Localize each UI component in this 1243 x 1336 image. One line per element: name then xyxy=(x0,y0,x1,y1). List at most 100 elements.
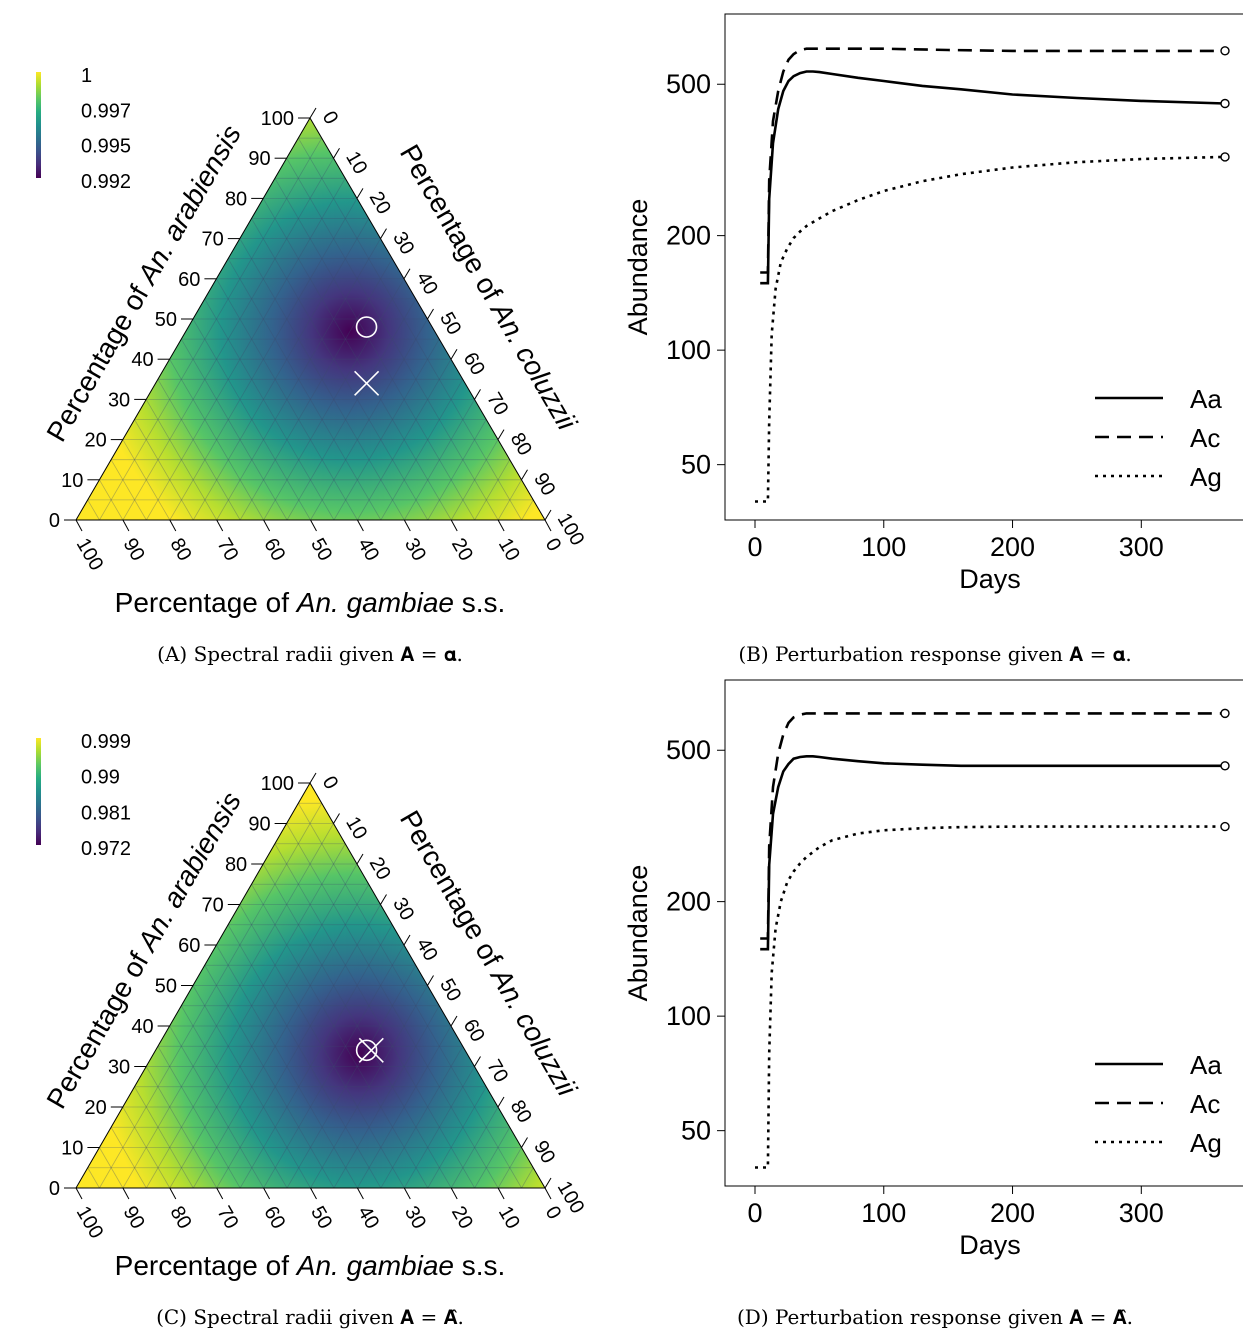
bottom-tick-mark xyxy=(497,1187,505,1200)
colorbar-label: 0.995 xyxy=(81,136,131,158)
grid-line xyxy=(380,379,464,521)
series-end-marker xyxy=(1220,98,1230,109)
x-tick-label: 200 xyxy=(990,532,1035,562)
panel-letter: (B) xyxy=(738,642,768,666)
bottom-axis-title: Percentage of An. gambiae s.s. xyxy=(115,587,506,618)
left-tick-label: 90 xyxy=(248,148,270,170)
bottom-tick-label: 90 xyxy=(119,1203,149,1233)
grid-line xyxy=(216,278,358,521)
left-tick-label: 20 xyxy=(85,430,107,452)
colorbar-label: 0.972 xyxy=(81,838,131,860)
x-tick-label: 300 xyxy=(1119,1198,1164,1228)
y-tick-label: 200 xyxy=(666,221,711,251)
x-axis-title: Days xyxy=(959,1230,1021,1260)
caption-text: Perturbation response given 𝐀 = 𝐀̂. xyxy=(775,1305,1133,1329)
panel-caption: (D) Perturbation response given 𝐀 = 𝐀̂. xyxy=(737,1305,1133,1329)
right-tick-label: 70 xyxy=(482,389,512,419)
series-end-marker xyxy=(1220,708,1230,719)
left-tick-label: 60 xyxy=(178,935,200,957)
bottom-tick-mark xyxy=(403,519,411,532)
bottom-tick-label: 70 xyxy=(212,1203,242,1233)
right-tick-mark xyxy=(356,853,364,865)
bottom-axis-title: Percentage of An. gambiae s.s. xyxy=(115,1250,506,1281)
grid-line xyxy=(99,137,323,521)
bottom-tick-label: 0 xyxy=(541,1203,566,1224)
x-tick-label: 200 xyxy=(990,1198,1035,1228)
colorbar-label: 0.992 xyxy=(81,171,131,193)
right-axis-title-prefix: Percentage of xyxy=(394,805,512,978)
right-tick-label: 0 xyxy=(318,773,343,794)
bottom-tick-label: 10 xyxy=(494,535,524,565)
grid-line xyxy=(239,904,405,1189)
grid-line xyxy=(286,157,499,521)
left-tick-label: 0 xyxy=(49,1178,60,1200)
grid-line xyxy=(122,157,334,521)
grid-line xyxy=(286,298,417,521)
right-tick-label: 90 xyxy=(529,1137,559,1167)
colorbar-label: 0.981 xyxy=(81,802,131,824)
bottom-tick-mark xyxy=(122,519,130,532)
right-tick-label: 90 xyxy=(529,469,559,499)
ternary-grid xyxy=(87,137,534,521)
ternary-surface xyxy=(76,783,545,1188)
grid-line xyxy=(286,965,417,1189)
bottom-axis-title-prefix: Percentage of xyxy=(115,587,297,618)
marker-circle xyxy=(355,1039,378,1062)
right-tick-label: 20 xyxy=(365,854,395,884)
series-line-Aa xyxy=(760,70,1226,285)
grid-line xyxy=(146,843,346,1189)
right-tick-label: 10 xyxy=(341,148,371,178)
series-line-Aa xyxy=(760,755,1225,951)
bottom-tick-label: 80 xyxy=(165,1203,195,1233)
bottom-axis-title-species: An. gambiae xyxy=(295,1250,454,1281)
bottom-tick-mark xyxy=(544,519,552,532)
bottom-axis-title-suffix: s.s. xyxy=(454,587,505,618)
grid-line xyxy=(286,823,499,1189)
caption-text: Spectral radii given 𝐀 = 𝛂. xyxy=(194,642,463,666)
bottom-tick-mark xyxy=(310,519,317,532)
left-tick-label: 70 xyxy=(202,895,224,917)
series-line-Ac xyxy=(760,47,1225,274)
grid-line xyxy=(521,1167,534,1189)
bottom-tick-label: 30 xyxy=(400,535,430,565)
right-tick-label: 30 xyxy=(388,228,418,258)
y-tick-label: 200 xyxy=(666,887,711,917)
grid-line xyxy=(99,479,124,521)
bottom-tick-mark xyxy=(544,1187,552,1200)
right-tick-mark xyxy=(474,389,481,400)
grid-line xyxy=(157,1046,241,1189)
grid-line xyxy=(134,1086,194,1189)
bottom-tick-label: 20 xyxy=(447,1203,477,1233)
ternary-surface xyxy=(76,118,545,520)
legend-label: Ag xyxy=(1190,462,1222,492)
left-tick-label: 80 xyxy=(225,854,247,876)
right-tick-mark xyxy=(333,813,340,824)
grid-line xyxy=(427,1086,487,1189)
right-tick-mark xyxy=(544,509,552,521)
grid-line xyxy=(474,459,511,521)
left-tick-label: 50 xyxy=(155,309,177,331)
right-tick-mark xyxy=(544,1177,552,1189)
left-tick-label: 10 xyxy=(61,1138,83,1160)
x-tick-label: 100 xyxy=(861,1198,906,1228)
bottom-tick-label: 40 xyxy=(353,535,383,565)
bottom-tick-mark xyxy=(122,1187,130,1200)
grid-line xyxy=(192,318,311,521)
legend-label: Aa xyxy=(1190,1050,1222,1080)
right-tick-mark xyxy=(309,107,317,119)
grid-line xyxy=(239,258,393,521)
bottom-tick-mark xyxy=(263,519,271,532)
legend-label: Ag xyxy=(1190,1128,1222,1158)
right-tick-label: 30 xyxy=(388,894,418,924)
right-tick-label: 60 xyxy=(459,1016,489,1046)
right-tick-label: 70 xyxy=(482,1056,512,1086)
y-tick-label: 50 xyxy=(681,1116,711,1146)
series-end-marker xyxy=(1220,821,1230,832)
grid-line xyxy=(157,379,241,521)
y-tick-label: 50 xyxy=(681,450,711,480)
grid-line xyxy=(169,358,264,521)
grid-line xyxy=(262,863,452,1189)
grid-line xyxy=(333,1005,440,1189)
